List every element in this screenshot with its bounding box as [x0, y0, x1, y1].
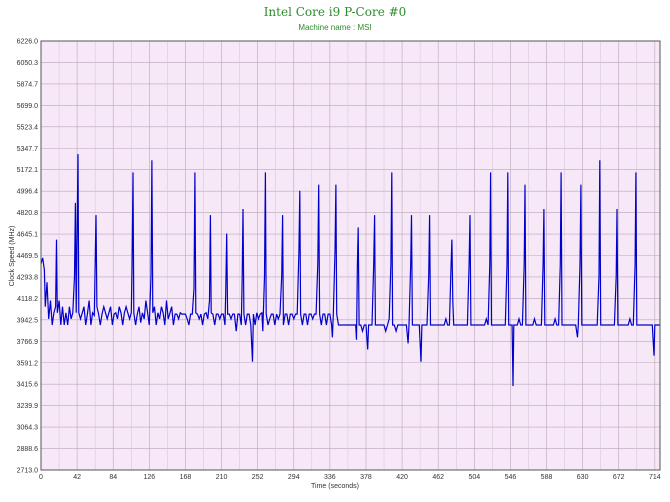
y-tick-label: 6226.0: [17, 39, 39, 46]
x-axis-label: Time (seconds): [311, 483, 359, 490]
y-tick-label: 4820.8: [17, 210, 39, 217]
x-tick-label: 714: [649, 474, 661, 481]
y-tick-label: 4293.8: [17, 274, 39, 281]
x-tick-label: 588: [541, 474, 553, 481]
x-tick-label: 336: [324, 474, 336, 481]
plot-border: [40, 40, 661, 471]
y-tick-label: 3415.6: [17, 382, 39, 389]
x-tick-label: 252: [252, 474, 264, 481]
x-tick-label: 294: [288, 474, 300, 481]
y-tick-label: 2713.0: [17, 468, 39, 475]
x-tick-label: 672: [613, 474, 625, 481]
y-tick-label: 3239.9: [17, 403, 39, 410]
y-tick-label: 3064.3: [17, 425, 39, 432]
y-tick-label: 5347.7: [17, 146, 39, 153]
y-tick-label: 4469.5: [17, 253, 39, 260]
y-tick-label: 4645.1: [17, 232, 39, 239]
x-tick-label: 420: [396, 474, 408, 481]
x-tick-label: 462: [432, 474, 444, 481]
x-tick-label: 42: [73, 474, 81, 481]
y-axis-label: Clock Speed (MHz): [9, 226, 16, 287]
x-tick-label: 210: [216, 474, 228, 481]
y-tick-label: 5699.0: [17, 103, 39, 110]
y-tick-label: 6050.3: [17, 60, 39, 67]
chart-subtitle: Machine name : MSI: [298, 23, 371, 32]
series-line: [40, 154, 660, 387]
y-tick-label: 4118.2: [17, 296, 38, 303]
y-axis-ticks: 6226.0 6050.3 5874.7 5699.0 5523.4 5347.7 5172…: [17, 39, 39, 475]
y-tick-label: 3591.2: [17, 360, 39, 367]
y-tick-label: 2888.6: [17, 446, 39, 453]
x-tick-label: 630: [577, 474, 589, 481]
x-tick-label: 168: [180, 474, 192, 481]
x-tick-label: 378: [360, 474, 372, 481]
y-tick-label: 3942.5: [17, 317, 39, 324]
x-tick-label: 504: [468, 474, 480, 481]
y-tick-label: 4996.4: [17, 189, 39, 196]
chart-title: Intel Core i9 P-Core #0: [264, 5, 407, 19]
x-tick-label: 0: [39, 474, 43, 481]
y-tick-label: 3766.9: [17, 339, 39, 346]
x-tick-label: 84: [109, 474, 117, 481]
x-axis-ticks: 0 42 84 126 168 210 252 294 336 378 420 462 504 546 58…: [39, 474, 661, 481]
y-tick-label: 5172.1: [17, 167, 39, 174]
y-tick-label: 5874.7: [17, 81, 39, 88]
x-tick-label: 546: [505, 474, 517, 481]
y-tick-label: 5523.4: [17, 124, 39, 131]
grid: [40, 40, 660, 471]
x-tick-label: 126: [143, 474, 155, 481]
